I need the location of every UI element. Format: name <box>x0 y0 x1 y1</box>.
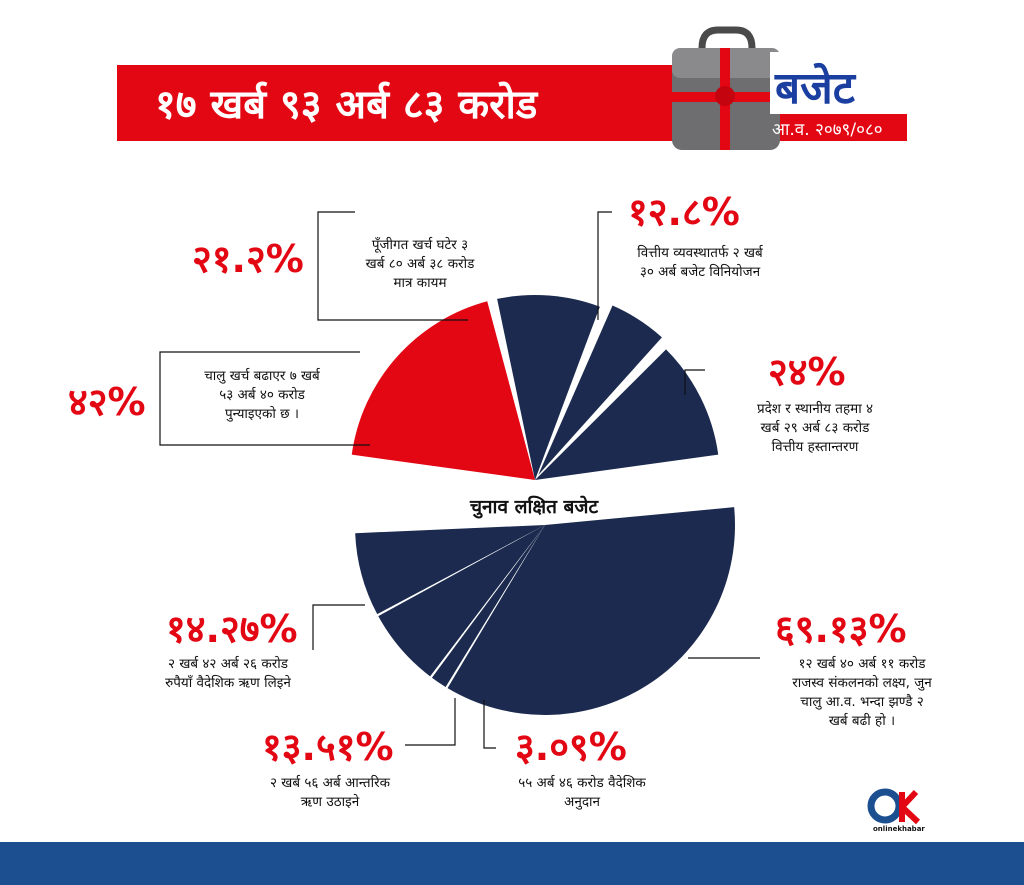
desc-capital-1: पूँजीगत खर्च घटेर ३ <box>372 236 468 253</box>
financing-slice-2 <box>378 525 545 677</box>
desc-grant-2: अनुदान <box>564 794 600 810</box>
budget-label: बजेट <box>774 62 857 114</box>
desc-capital-2: खर्ब ८० अर्ब ३८ करोड <box>366 255 475 272</box>
budget-label-box <box>770 52 907 114</box>
expenditure-pie <box>351 295 719 480</box>
financing-pie <box>355 507 735 716</box>
desc-recurrent-3: पुन्याइएको छ । <box>225 405 299 422</box>
pct-internal-loan: १३.५१% <box>262 725 394 769</box>
footer-bar <box>0 842 1024 885</box>
desc-foreign-loan-1: २ खर्ब ४२ अर्ब २६ करोड <box>168 655 289 672</box>
pct-transfer: २४% <box>768 350 846 394</box>
leader-line-grant <box>483 700 496 749</box>
expenditure-slice-1 <box>497 295 600 480</box>
desc-financial-1: वित्तीय व्यवस्थातर्फ २ खर्ब <box>637 244 763 261</box>
desc-internal-loan-2: ऋण उठाइने <box>301 793 360 810</box>
desc-recurrent-1: चालु खर्च बढाएर ७ खर्ब <box>204 367 321 384</box>
pct-revenue: ६९.१३% <box>775 607 907 651</box>
banner-title: १७ खर्ब ९३ अर्ब ८३ करोड <box>155 81 539 128</box>
desc-revenue-3: चालु आ.व. भन्दा झण्डै २ <box>800 693 923 710</box>
leader-line-capital <box>317 211 468 321</box>
financing-slice-0 <box>447 507 735 716</box>
leader-lines <box>159 211 760 749</box>
desc-transfer-2: खर्ब २९ अर्ब ८३ करोड <box>761 419 870 436</box>
desc-recurrent-2: ५३ अर्ब ४० करोड <box>219 386 305 403</box>
leader-line-transfer <box>684 369 705 395</box>
fiscal-year: आ.व. २०७९/०८० <box>772 120 883 140</box>
pct-grant: ३.०९% <box>515 725 627 769</box>
logo-text: onlinekhabar <box>873 825 925 833</box>
desc-revenue-2: राजस्व संकलनको लक्ष्य, जुन <box>792 674 932 691</box>
desc-transfer-1: प्रदेश र स्थानीय तहमा ४ <box>757 400 873 417</box>
expenditure-slice-0 <box>351 301 535 480</box>
expenditure-slice-3 <box>535 349 719 480</box>
leader-line-internal-loan <box>405 698 456 746</box>
pct-capital: २१.२% <box>192 237 304 281</box>
financing-slice-3 <box>355 525 545 615</box>
desc-revenue-1: १२ खर्ब ४० अर्ब ११ करोड <box>799 655 927 672</box>
desc-financial-2: ३० अर्ब बजेट विनियोजन <box>640 263 761 280</box>
onlinekhabar-logo: onlinekhabar <box>867 788 925 833</box>
center-label: चुनाव लक्षित बजेट <box>469 495 600 519</box>
pct-financial: १२.८% <box>628 190 740 234</box>
leader-line-red <box>159 351 370 446</box>
desc-internal-loan-1: २ खर्ब ५६ अर्ब आन्तरिक <box>270 774 391 791</box>
pct-recurrent: ४२% <box>68 380 146 424</box>
leader-line-foreign-loan <box>312 604 365 650</box>
briefcase-icon <box>672 26 780 150</box>
financing-slice-1 <box>431 525 545 687</box>
pct-foreign-loan: १४.२७% <box>166 607 298 651</box>
desc-transfer-3: वित्तीय हस्तान्तरण <box>772 438 859 455</box>
leader-line-financial <box>597 211 612 320</box>
desc-grant-1: ५५ अर्ब ४६ करोड वैदेशिक <box>518 774 646 791</box>
desc-capital-3: मात्र कायम <box>393 275 447 291</box>
desc-revenue-4: खर्ब बढी हो । <box>829 712 895 729</box>
desc-foreign-loan-2: रुपैयाँ वैदेशिक ऋण लिइने <box>165 674 291 691</box>
expenditure-slice-2 <box>538 305 662 475</box>
